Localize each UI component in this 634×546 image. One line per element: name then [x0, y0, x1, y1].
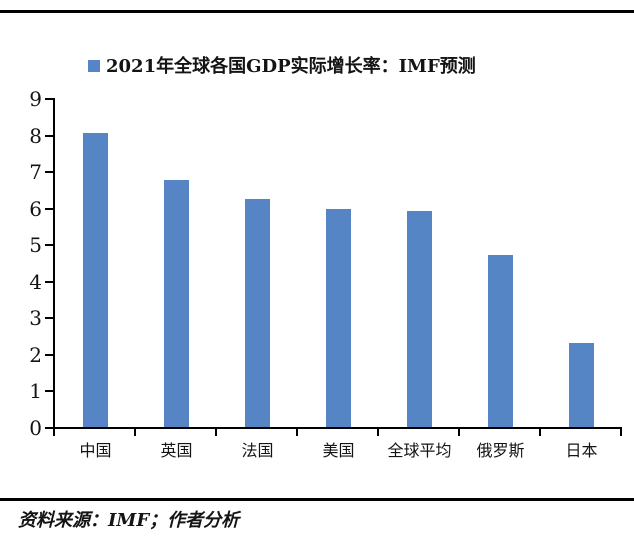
y-axis-tick-label: 3	[29, 306, 42, 331]
x-axis-tick	[539, 429, 541, 436]
x-axis-tick	[215, 429, 217, 436]
x-category-label: 英国	[160, 441, 193, 460]
y-axis-tick-label: 9	[29, 87, 42, 111]
y-axis-tick	[45, 98, 53, 100]
y-axis-tick	[45, 390, 53, 393]
y-axis-tick-label: 0	[29, 416, 42, 440]
chart-legend: 2021年全球各国GDP实际增长率：IMF预测	[88, 52, 476, 78]
x-axis-tick	[296, 429, 298, 436]
legend-label: 2021年全球各国GDP实际增长率：IMF预测	[106, 56, 476, 77]
y-axis-tick-label: 5	[29, 233, 42, 258]
y-axis-tick	[45, 427, 53, 429]
bar-中国	[83, 132, 108, 427]
bar-美国	[326, 209, 351, 427]
x-category-label: 中国	[79, 441, 112, 460]
x-axis-tick	[458, 429, 460, 436]
y-axis-tick-label: 6	[29, 196, 42, 221]
x-axis-tick	[134, 429, 136, 436]
bar-法国	[245, 198, 270, 427]
source-note: 资料来源：IMF；作者分析	[18, 510, 240, 531]
legend-swatch-icon	[88, 60, 100, 72]
x-category-label: 美国	[322, 441, 355, 460]
y-axis-line	[53, 98, 55, 429]
y-axis-tick	[45, 134, 53, 137]
x-category-label: 日本	[565, 441, 598, 460]
y-axis-tick	[45, 244, 53, 247]
bar-俄罗斯	[488, 255, 513, 427]
bar-日本	[569, 342, 594, 427]
x-category-label: 法国	[241, 441, 274, 460]
y-axis-tick	[45, 280, 53, 283]
y-axis-tick	[45, 207, 53, 210]
y-axis-tick-label: 2	[29, 342, 42, 367]
y-axis-tick	[45, 171, 53, 174]
y-axis-tick	[45, 353, 53, 356]
x-axis-line	[53, 427, 622, 429]
bar-英国	[164, 180, 189, 427]
x-axis-tick	[377, 429, 379, 436]
bottom-divider	[0, 498, 634, 501]
x-axis-tick	[620, 429, 622, 436]
x-category-label: 俄罗斯	[476, 441, 525, 460]
x-category-label: 全球平均	[387, 441, 452, 460]
bar-chart: 0 1 2 3 4 5 6 7 8 9 中国 英国 法国 美国 全球平均 俄罗斯 日本	[29, 87, 622, 460]
y-axis-tick	[45, 317, 53, 320]
y-axis-tick-label: 8	[29, 123, 42, 148]
y-axis-tick-label: 7	[29, 160, 42, 185]
y-axis-tick-label: 4	[29, 269, 42, 294]
y-axis-tick-label: 1	[29, 379, 42, 404]
bar-全球平均	[407, 211, 432, 427]
x-axis-tick	[53, 429, 55, 436]
top-divider	[0, 10, 634, 13]
